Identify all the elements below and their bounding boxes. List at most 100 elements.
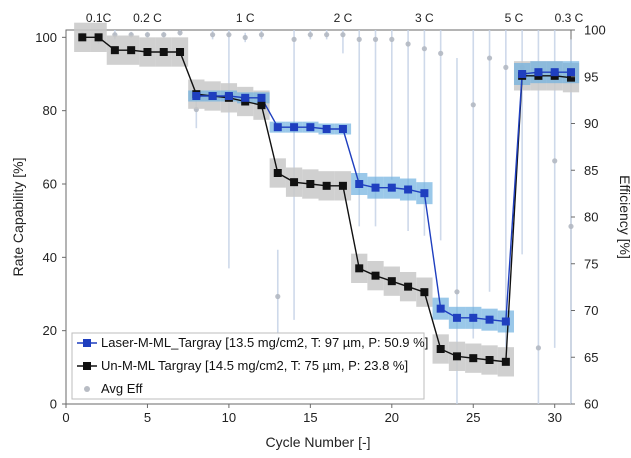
y2-tick-label: 65 — [584, 350, 598, 365]
laser-data-point — [208, 92, 217, 100]
avg-eff-point — [161, 32, 167, 38]
x-axis-title: Cycle Number [-] — [265, 434, 370, 450]
un-data-point — [257, 101, 266, 110]
c-rate-label: 1 C — [236, 11, 255, 25]
y2-axis-title: Efficiency [%] — [617, 175, 631, 259]
laser-data-point — [257, 93, 266, 102]
avg-eff-point — [324, 32, 330, 38]
avg-eff-point — [177, 30, 183, 36]
laser-data-point — [371, 183, 380, 192]
un-data-point — [452, 352, 461, 361]
avg-eff-point — [421, 46, 427, 52]
legend-label-laser: Laser-M-ML_Targray [13.5 mg/cm2, T: 97 µ… — [101, 335, 428, 350]
laser-data-point — [241, 93, 250, 102]
avg-eff-point — [568, 223, 574, 229]
avg-eff-point — [438, 50, 444, 56]
un-data-point — [338, 181, 347, 190]
laser-data-point — [550, 68, 559, 77]
laser-data-point — [567, 68, 575, 77]
x-tick-label: 30 — [547, 410, 561, 425]
avg-eff-point — [307, 32, 313, 38]
laser-data-point — [485, 315, 494, 324]
laser-data-point — [420, 189, 429, 198]
un-data-point — [387, 277, 396, 286]
x-tick-label: 0 — [62, 410, 69, 425]
y2-tick-label: 60 — [584, 397, 598, 412]
legend-label-un: Un-M-ML Targray [14.5 mg/cm2, T: 75 µm, … — [101, 358, 408, 373]
legend-marker-laser — [83, 339, 91, 347]
un-data-point — [567, 73, 575, 82]
laser-data-point — [355, 180, 364, 188]
un-data-point — [306, 180, 315, 188]
un-data-point — [159, 48, 168, 56]
un-data-point — [110, 46, 119, 55]
laser-data-point — [452, 313, 461, 322]
c-rate-label: 0.3 C — [555, 11, 584, 25]
avg-eff-point — [291, 36, 297, 42]
avg-eff-point — [242, 34, 248, 41]
avg-eff-point — [486, 55, 493, 61]
un-data-point — [355, 264, 364, 273]
laser-data-point — [534, 68, 543, 77]
avg-eff-point — [226, 32, 232, 38]
un-data-point — [290, 178, 299, 187]
un-data-point — [322, 181, 331, 190]
y2-tick-label: 70 — [584, 303, 598, 318]
laser-data-point — [192, 92, 201, 100]
avg-eff-point — [503, 64, 509, 70]
un-data-point — [176, 48, 185, 56]
x-tick-label: 25 — [466, 410, 480, 425]
laser-data-point — [306, 123, 315, 132]
y-axis-title: Rate Capability [%] — [10, 157, 26, 276]
y2-tick-label: 85 — [584, 163, 598, 178]
laser-data-point — [338, 125, 347, 133]
un-data-point — [371, 271, 380, 280]
x-tick-label: 20 — [385, 410, 399, 425]
un-data-point — [420, 288, 429, 297]
avg-eff-point — [275, 293, 281, 300]
legend-marker-un — [83, 362, 91, 370]
y2-tick-label: 75 — [584, 256, 598, 271]
y2-tick-label: 95 — [584, 69, 598, 84]
un-data-point — [501, 357, 510, 366]
un-data-point — [78, 33, 87, 42]
laser-data-point — [387, 183, 396, 192]
c-rate-label: 3 C — [415, 11, 434, 25]
y-tick-label: 80 — [43, 103, 57, 118]
avg-eff-point — [144, 32, 151, 38]
avg-eff-point — [405, 41, 411, 47]
c-rate-label: 0.2 C — [133, 11, 162, 25]
legend-marker-avg-eff — [84, 386, 90, 392]
avg-eff-point — [454, 289, 460, 295]
un-data-point — [404, 282, 413, 291]
x-tick-label: 10 — [222, 410, 236, 425]
rate-labels-layer: 0.1C 0.2 C 1 C 2 C 3 C 5 C 0.3 C — [86, 11, 584, 25]
x-tick-label: 5 — [144, 410, 151, 425]
y-tick-label: 0 — [50, 397, 57, 412]
avg-eff-point — [535, 345, 542, 351]
c-rate-label: 2 C — [334, 11, 353, 25]
avg-eff-point — [552, 158, 558, 164]
y-tick-label: 40 — [43, 250, 57, 265]
legend: Laser-M-ML_Targray [13.5 mg/cm2, T: 97 µ… — [71, 332, 428, 400]
y2-tick-label: 80 — [584, 210, 598, 225]
laser-data-point — [273, 123, 282, 132]
laser-data-point — [322, 125, 331, 133]
avg-eff-point — [210, 32, 216, 38]
axis-ticks-layer: 0 5 10 15 20 25 30 0 20 40 60 80 100 60 65 70 75 80 85 90 95… — [35, 23, 605, 426]
laser-data-point — [469, 313, 478, 322]
legend-box — [71, 332, 425, 400]
un-data-point — [436, 345, 445, 353]
laser-data-point — [436, 304, 445, 313]
laser-data-point — [224, 92, 233, 100]
laser-data-point — [404, 185, 413, 194]
y-tick-label: 100 — [35, 30, 57, 45]
laser-data-point — [501, 317, 510, 326]
avg-eff-point — [356, 36, 362, 42]
x-tick-label: 15 — [303, 410, 317, 425]
avg-eff-point — [340, 32, 346, 38]
y-tick-label: 20 — [43, 323, 57, 338]
un-data-point — [273, 169, 282, 177]
y2-tick-label: 90 — [584, 116, 598, 131]
